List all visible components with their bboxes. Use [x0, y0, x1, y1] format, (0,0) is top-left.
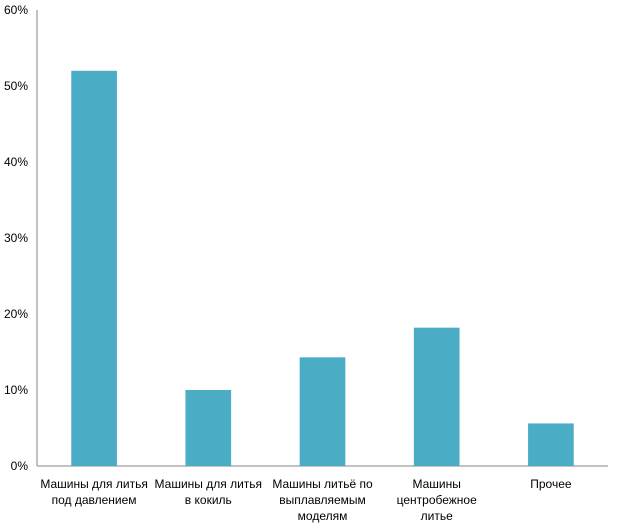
- y-tick-label: 30%: [4, 231, 28, 245]
- y-axis-tick-labels: 0% 10% 20% 30% 40% 50% 60%: [4, 3, 28, 473]
- bar-series: [71, 70, 574, 467]
- y-tick-label: 10%: [4, 383, 28, 397]
- x-category-label: Машины литьё по выплавляемым моделям: [272, 477, 373, 523]
- y-tick-label: 50%: [4, 79, 28, 93]
- y-tick-label: 60%: [4, 3, 28, 17]
- bar: [299, 357, 346, 466]
- bar: [185, 390, 232, 466]
- x-category-label: Машины центробежное литье: [397, 477, 477, 523]
- bar: [413, 327, 460, 466]
- x-category-label: Машины для литья в кокиль: [155, 477, 263, 507]
- x-category-label: Прочее: [530, 477, 572, 491]
- bar: [528, 423, 574, 466]
- x-category-label: Машины для литья под давлением: [40, 477, 148, 507]
- bar: [71, 70, 117, 467]
- y-tick-label: 40%: [4, 155, 28, 169]
- y-tick-label: 20%: [4, 307, 28, 321]
- y-tick-label: 0%: [11, 459, 29, 473]
